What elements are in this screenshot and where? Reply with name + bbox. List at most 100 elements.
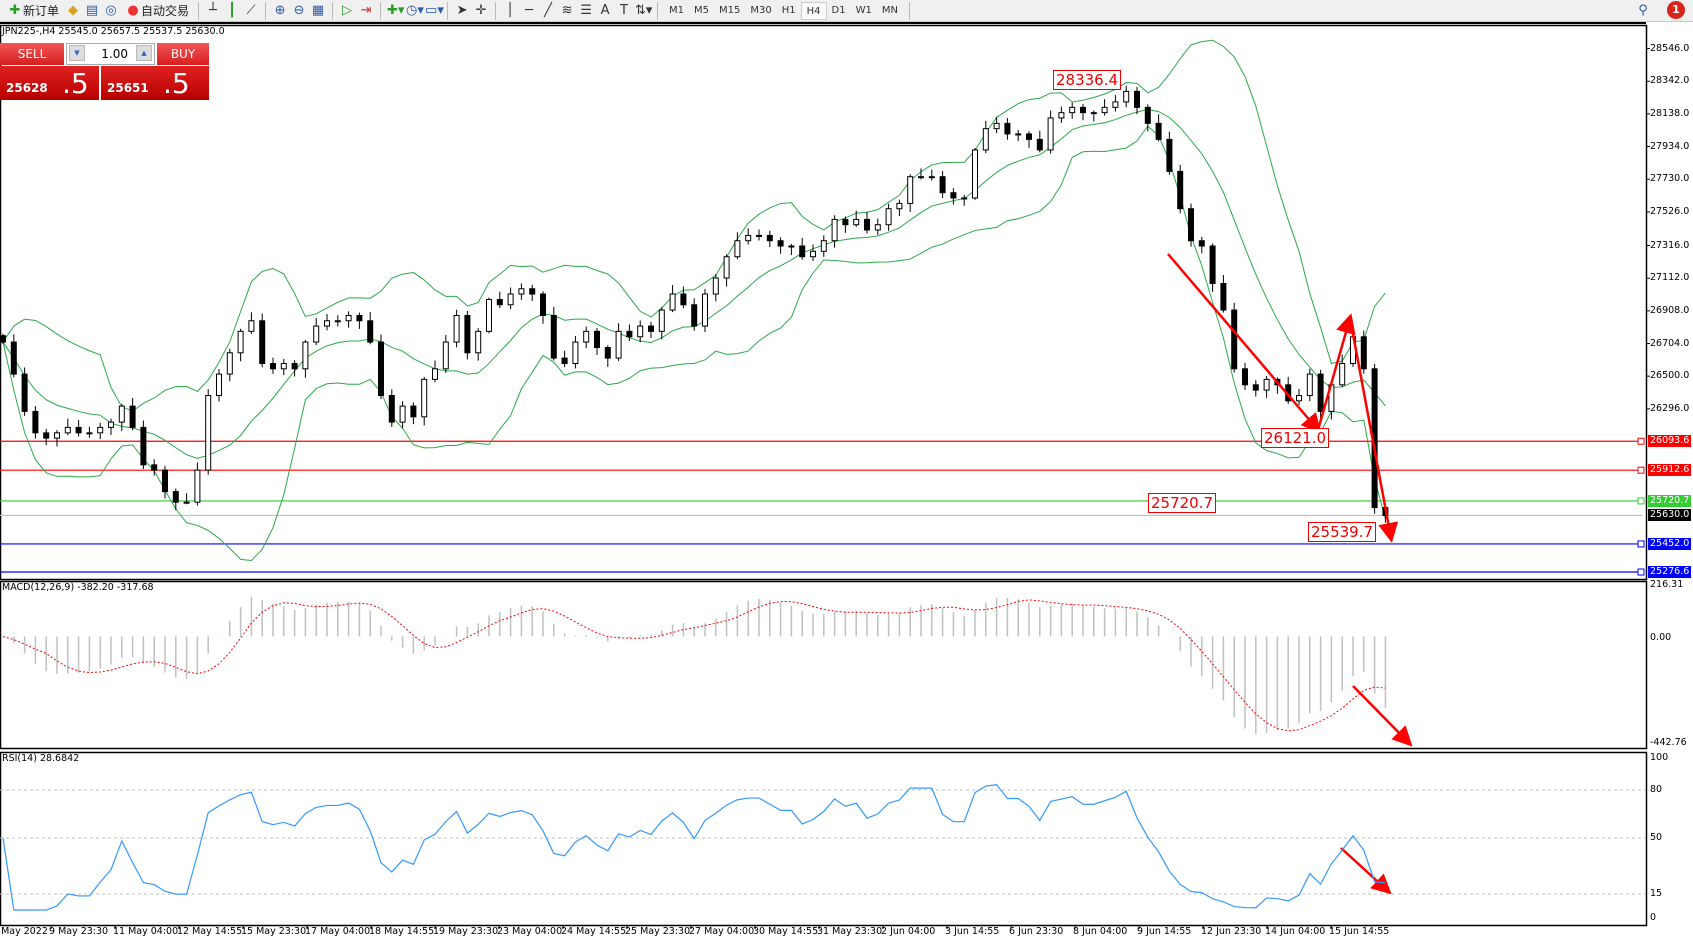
- candle: [831, 218, 838, 242]
- horizontal-line-icon[interactable]: ─: [525, 3, 533, 18]
- text-label-icon[interactable]: T: [620, 3, 628, 18]
- timeframe-m15[interactable]: M15: [719, 4, 741, 16]
- autoscroll-icon[interactable]: ▷: [342, 3, 353, 18]
- trendline-icon[interactable]: ╱: [544, 3, 552, 18]
- candle: [691, 304, 698, 327]
- price-axis-label: 26704.0: [1650, 337, 1690, 349]
- candle: [1058, 112, 1065, 119]
- time-axis-label: 8 Jun 04:00: [1073, 926, 1128, 937]
- search-icon[interactable]: ⚲: [1638, 2, 1648, 18]
- timeframe-h4[interactable]: H4: [800, 1, 827, 20]
- divider: [332, 1, 334, 20]
- fibo-retracement-icon[interactable]: ☰: [580, 3, 592, 18]
- candle: [1177, 170, 1184, 210]
- sell-price[interactable]: 25628 .5: [0, 66, 99, 100]
- trend-arrow[interactable]: [1340, 847, 1392, 895]
- candle: [1306, 373, 1313, 397]
- timeframe-m1[interactable]: M1: [669, 4, 685, 16]
- time-axis-label: 17 May 04:00: [305, 926, 371, 937]
- line-handle[interactable]: [1637, 497, 1645, 505]
- price-axis-label: 28546.0: [1650, 42, 1690, 54]
- vertical-line-icon[interactable]: │: [506, 3, 514, 18]
- trend-arrow[interactable]: [1348, 317, 1399, 543]
- trend-arrow[interactable]: [1352, 685, 1413, 747]
- timeframe-mn[interactable]: MN: [881, 4, 898, 16]
- candle: [0, 335, 6, 343]
- templates-icon[interactable]: ▭▾: [425, 3, 444, 18]
- candle: [842, 218, 849, 226]
- trend-arrow[interactable]: [1167, 253, 1322, 434]
- line-chart-icon[interactable]: ⟋: [246, 3, 256, 18]
- timeframe-m30[interactable]: M30: [750, 4, 772, 16]
- indicators-icon[interactable]: ✚▾: [387, 3, 405, 18]
- line-handle[interactable]: [1637, 437, 1645, 445]
- timeframe-m5[interactable]: M5: [694, 4, 710, 16]
- divider: [198, 1, 200, 20]
- candle: [334, 320, 341, 323]
- candle: [118, 405, 125, 423]
- periods-icon[interactable]: ◷▾: [406, 3, 424, 18]
- bar-chart-icon[interactable]: ┴: [209, 3, 217, 18]
- auto-trading-button[interactable]: ● 自动交易: [122, 1, 192, 21]
- line-handle[interactable]: [1637, 568, 1645, 576]
- price-axis-label: 27112.0: [1650, 272, 1690, 284]
- candle: [421, 378, 428, 418]
- candle: [226, 352, 233, 375]
- rsi-panel[interactable]: [0, 751, 1648, 927]
- candle: [302, 341, 309, 370]
- bollinger-upper-band: [2, 39, 1386, 412]
- buy-price[interactable]: 25651 .5: [101, 66, 209, 100]
- fibo-channel-icon[interactable]: ≋: [561, 3, 573, 18]
- buy-button[interactable]: BUY: [157, 43, 209, 65]
- auto-trading-icon: ●: [127, 3, 139, 18]
- candle: [1036, 138, 1043, 151]
- cursor-icon[interactable]: ➤: [456, 3, 468, 18]
- divider: [908, 1, 910, 20]
- candle: [604, 347, 611, 359]
- candle: [108, 421, 114, 428]
- price-axis-label: 27730.0: [1650, 173, 1690, 185]
- toolbar: ✚ 新订单 ◆ ▤ ◎ ● 自动交易 ┴ ┃ ⟋ ⊕ ⊖ ▦ ▷ ⇥ ✚▾ ◷▾ ▭…: [0, 0, 1693, 22]
- price-axis-label: 26908.0: [1650, 304, 1690, 316]
- sell-button[interactable]: SELL: [0, 43, 64, 65]
- candle: [43, 432, 50, 439]
- candle: [961, 197, 968, 200]
- candle: [399, 405, 406, 423]
- candle: [864, 218, 870, 231]
- timeframe-d1[interactable]: D1: [831, 4, 846, 16]
- tile-windows-icon[interactable]: ▦: [311, 3, 325, 18]
- candlestick-icon[interactable]: ┃: [228, 3, 236, 18]
- trend-arrow[interactable]: [1316, 313, 1356, 431]
- line-handle[interactable]: [1637, 466, 1645, 474]
- price-axis-label: 26296.0: [1650, 402, 1690, 414]
- candle: [1242, 368, 1248, 386]
- lot-decrease-button[interactable]: ▼: [69, 45, 85, 61]
- line-handle[interactable]: [1637, 540, 1645, 548]
- text-icon[interactable]: A: [600, 3, 610, 18]
- zoom-out-icon[interactable]: ⊖: [293, 3, 305, 18]
- arrows-icon[interactable]: ⇅▾: [635, 3, 653, 18]
- data-window-icon[interactable]: ▤: [85, 3, 99, 18]
- candle: [32, 410, 39, 434]
- time-axis-label: 24 May 14:55: [561, 926, 627, 937]
- main-chart-panel[interactable]: [0, 24, 1648, 581]
- market-watch-icon[interactable]: ◆: [68, 3, 79, 18]
- macd-panel[interactable]: [0, 580, 1648, 750]
- lot-increase-button[interactable]: ▲: [136, 45, 152, 61]
- navigator-icon[interactable]: ◎: [105, 3, 117, 18]
- timeframe-w1[interactable]: W1: [855, 4, 872, 16]
- zoom-in-icon[interactable]: ⊕: [274, 3, 286, 18]
- chart-shift-icon[interactable]: ⇥: [360, 3, 372, 18]
- time-axis-label: 14 Jun 04:00: [1265, 926, 1326, 937]
- lot-size-input[interactable]: 1.00: [66, 43, 155, 65]
- timeframe-h1[interactable]: H1: [781, 4, 796, 16]
- crosshair-icon[interactable]: ✛: [475, 3, 487, 18]
- candle: [367, 320, 374, 343]
- candle: [453, 314, 460, 343]
- price-line-tag: 25276.6: [1648, 566, 1691, 579]
- candle: [669, 293, 676, 311]
- new-order-button[interactable]: ✚ 新订单: [4, 1, 62, 21]
- candle: [939, 176, 946, 194]
- notification-badge[interactable]: 1: [1667, 1, 1685, 19]
